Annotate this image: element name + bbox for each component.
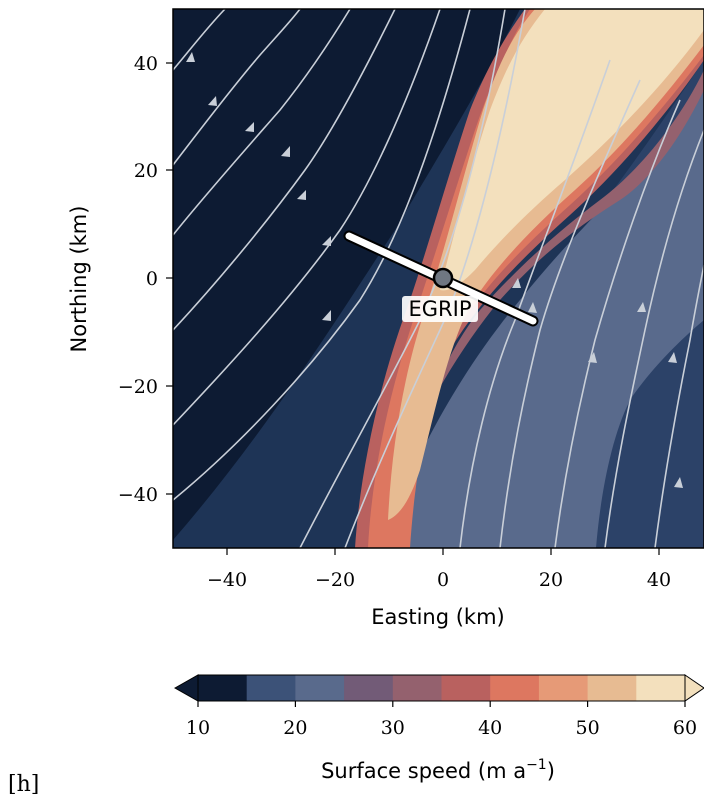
colorbar-segment — [636, 675, 686, 701]
x-axis-label: Easting (km) — [371, 605, 504, 629]
y-tick-label: −20 — [118, 376, 158, 398]
x-tick-label: 20 — [539, 569, 563, 591]
streamlines — [173, 9, 704, 548]
colorbar-extend-high — [684, 674, 704, 702]
streamline-arrow — [512, 278, 521, 288]
y-tick-label: 20 — [134, 160, 158, 182]
colorbar-label: Surface speed (m a−1) — [321, 757, 555, 783]
colorbar-segment — [441, 675, 491, 701]
speed-field: EGRIP — [173, 9, 704, 548]
y-axis: 40 20 0 −20 −40 — [118, 53, 173, 506]
colorbar-segment — [587, 675, 637, 701]
colorbar-tick-label: 60 — [673, 717, 697, 739]
streamline — [173, 9, 441, 426]
colorbar-segment — [344, 675, 394, 701]
streamline-arrow — [588, 352, 597, 363]
speed-zone-margin-east — [370, 70, 704, 548]
streamline-arrow — [674, 477, 683, 488]
streamline — [604, 129, 704, 548]
y-tick-label: −40 — [118, 484, 158, 506]
streamline — [173, 9, 226, 71]
egrip-label: EGRIP — [409, 297, 472, 321]
y-tick-label: 0 — [146, 268, 158, 290]
streamline-arrow — [297, 190, 306, 200]
streamline-arrow — [208, 96, 217, 106]
x-axis: −40 −20 0 20 40 — [207, 548, 671, 591]
x-tick-label: 40 — [647, 569, 671, 591]
speed-zone-east-mid — [380, 90, 704, 548]
streamline-arrow — [528, 302, 537, 313]
colorbar-segment — [295, 675, 345, 701]
colorbar-extend-low — [173, 674, 199, 702]
x-tick-label: 0 — [437, 569, 449, 591]
colorbar-segment — [198, 675, 248, 701]
streamline-arrow — [281, 146, 290, 157]
colorbar-label-text: Surface speed (m a — [321, 759, 526, 783]
y-axis-label: Northing (km) — [67, 206, 91, 353]
streamline-arrow — [322, 236, 331, 246]
streamline-arrow — [637, 302, 646, 312]
streamline — [459, 59, 611, 548]
egrip-label-box — [402, 296, 478, 322]
streamline — [554, 99, 681, 548]
streamline — [173, 9, 351, 236]
colorbar-segment — [538, 675, 589, 701]
colorbar-tick-label: 10 — [186, 717, 210, 739]
colorbar-segment — [490, 675, 540, 701]
speed-zone-stream-core — [440, 9, 704, 291]
streamline — [173, 9, 301, 166]
speed-zone-stream — [388, 9, 704, 520]
colorbar-label-close: ) — [547, 759, 555, 783]
colorbar-tick-label: 30 — [381, 717, 405, 739]
y-tick-label: 40 — [134, 53, 158, 75]
streamline — [173, 9, 396, 331]
colorbar-label-exponent: −1 — [526, 757, 547, 773]
streamline-arrows — [186, 52, 683, 488]
colorbar: 10 20 30 40 50 60 Surface speed (m a−1) — [173, 674, 704, 783]
colorbar-segment — [246, 675, 296, 701]
streamline-arrow — [668, 352, 677, 363]
colorbar-tick-label: 40 — [478, 717, 502, 739]
egrip-site-marker — [432, 267, 454, 289]
colorbar-tick-label: 50 — [576, 717, 600, 739]
colorbar-segments — [198, 675, 686, 701]
streamline — [499, 79, 641, 548]
streamline-arrow — [322, 310, 331, 321]
colorbar-tick-label: 20 — [283, 717, 307, 739]
x-tick-label: −40 — [207, 569, 247, 591]
streamline — [654, 264, 704, 548]
x-tick-label: −20 — [315, 569, 355, 591]
corner-marker: [h] — [8, 772, 40, 797]
colorbar-segment — [392, 675, 442, 701]
colorbar-frame — [197, 674, 686, 702]
streamline-arrow — [245, 122, 254, 132]
streamline — [344, 9, 526, 548]
streamline-arrow — [186, 52, 195, 62]
colorbar-ticks: 10 20 30 40 50 60 — [186, 701, 697, 739]
streamline — [173, 9, 471, 501]
